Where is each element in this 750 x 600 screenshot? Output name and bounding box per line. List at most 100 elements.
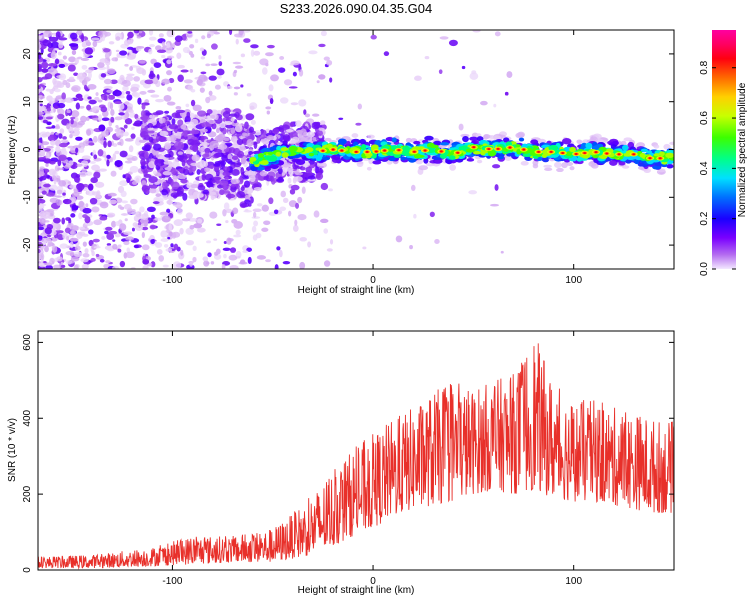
noise-blob bbox=[208, 90, 213, 96]
noise-blob bbox=[187, 31, 193, 34]
noise-blob bbox=[265, 259, 271, 263]
noise-blob bbox=[273, 209, 279, 215]
noise-blob bbox=[78, 171, 87, 178]
cloud-blob bbox=[199, 159, 206, 168]
noise-blob bbox=[81, 155, 91, 160]
signal-blob bbox=[359, 138, 367, 145]
noise-blob bbox=[318, 43, 326, 48]
signal-blob bbox=[380, 145, 390, 150]
cloud-blob bbox=[244, 199, 251, 204]
noise-blob bbox=[48, 168, 56, 176]
noise-blob bbox=[180, 69, 189, 73]
noise-blob bbox=[161, 41, 166, 47]
noise-blob bbox=[38, 85, 41, 90]
noise-blob bbox=[128, 112, 136, 118]
noise-blob bbox=[94, 96, 100, 101]
noise-blob bbox=[233, 69, 238, 74]
cloud-blob bbox=[214, 149, 222, 153]
cloud-blob bbox=[201, 122, 209, 128]
noise-blob bbox=[91, 107, 97, 113]
colorbar-gradient bbox=[712, 30, 736, 269]
noise-blob bbox=[279, 55, 285, 60]
cloud-blob bbox=[230, 178, 240, 184]
noise-blob bbox=[119, 50, 128, 56]
noise-blob bbox=[114, 116, 123, 121]
noise-blob bbox=[265, 62, 269, 67]
noise-blob bbox=[160, 136, 168, 142]
snr-x-ticks: -100 0 100 bbox=[162, 331, 582, 587]
noise-blob bbox=[261, 204, 269, 212]
noise-blob bbox=[106, 65, 110, 71]
signal-peak-core bbox=[632, 153, 636, 156]
cloud-blob bbox=[318, 127, 323, 131]
noise-blob bbox=[166, 70, 173, 76]
noise-blob bbox=[64, 97, 74, 103]
noise-blob bbox=[99, 216, 108, 221]
signal-blob bbox=[515, 132, 525, 139]
noise-blob bbox=[38, 198, 41, 206]
noise-blob bbox=[155, 45, 162, 51]
signal-blob bbox=[264, 167, 271, 172]
noise-blob bbox=[124, 118, 133, 125]
noise-blob bbox=[208, 75, 217, 81]
noise-blob bbox=[107, 68, 116, 75]
signal-peak-core bbox=[365, 150, 369, 153]
signal-blob bbox=[669, 141, 674, 146]
noise-blob bbox=[249, 105, 255, 110]
noise-blob bbox=[51, 125, 56, 129]
noise-blob bbox=[106, 159, 110, 167]
cloud-blob bbox=[148, 136, 154, 143]
cloud-blob bbox=[230, 127, 236, 135]
noise-blob bbox=[127, 49, 133, 54]
noise-blob bbox=[59, 142, 68, 148]
noise-blob bbox=[202, 256, 209, 262]
signal-blob bbox=[385, 137, 394, 142]
noise-blob bbox=[97, 99, 103, 103]
noise-blob bbox=[91, 206, 100, 213]
signal-peak-core bbox=[439, 150, 443, 153]
noise-blob bbox=[355, 122, 362, 126]
colorbar: 0.0 0.2 0.4 0.6 0.8 Normalized spectral ampl… bbox=[699, 30, 748, 276]
cloud-blob bbox=[141, 165, 147, 170]
noise-blob bbox=[114, 233, 121, 238]
cloud-blob bbox=[244, 121, 249, 130]
noise-blob bbox=[119, 206, 125, 210]
noise-blob bbox=[88, 142, 95, 146]
noise-blob bbox=[229, 30, 233, 36]
noise-blob bbox=[71, 205, 79, 211]
noise-blob bbox=[120, 190, 127, 198]
snr-x-axis-label: Height of straight line (km) bbox=[298, 585, 415, 596]
noise-blob bbox=[117, 248, 122, 253]
noise-blob bbox=[38, 132, 41, 136]
signal-blob bbox=[288, 145, 298, 152]
noise-blob bbox=[70, 225, 80, 232]
cloud-blob bbox=[140, 158, 146, 166]
cloud-blob bbox=[204, 167, 210, 173]
noise-blob bbox=[39, 103, 43, 107]
noise-blob bbox=[133, 76, 141, 82]
noise-blob bbox=[177, 64, 185, 69]
noise-blob bbox=[38, 235, 43, 240]
noise-blob bbox=[216, 68, 225, 76]
noise-blob bbox=[43, 158, 52, 164]
noise-blob bbox=[429, 211, 435, 218]
noise-blob bbox=[112, 243, 118, 250]
noise-blob bbox=[223, 253, 227, 259]
noise-blob bbox=[137, 97, 142, 105]
noise-blob bbox=[301, 186, 306, 194]
noise-blob bbox=[69, 237, 78, 242]
noise-blob bbox=[152, 77, 159, 85]
noise-blob bbox=[131, 211, 140, 216]
signal-blob bbox=[561, 138, 572, 145]
noise-blob bbox=[42, 224, 49, 228]
cloud-blob bbox=[148, 161, 156, 169]
noise-blob bbox=[163, 243, 169, 248]
cloud-blob bbox=[292, 177, 297, 184]
noise-blob bbox=[149, 44, 155, 48]
noise-blob bbox=[185, 240, 195, 246]
cloud-blob bbox=[277, 167, 283, 175]
signal-peak-core bbox=[354, 150, 358, 153]
noise-blob bbox=[112, 239, 116, 242]
signal-peak-core bbox=[617, 153, 621, 156]
noise-blob bbox=[142, 265, 149, 269]
